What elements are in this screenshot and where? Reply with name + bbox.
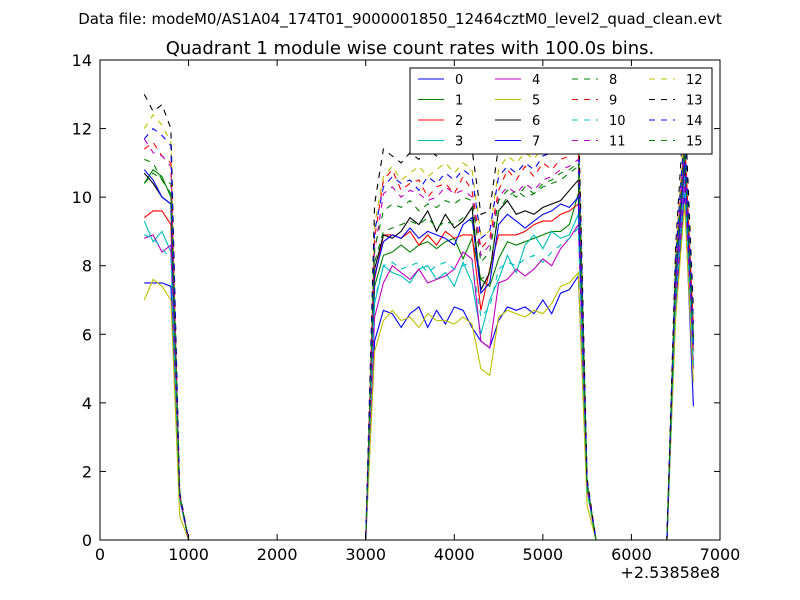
y-tick-label: 12 xyxy=(72,120,92,139)
legend-label-14: 14 xyxy=(686,114,703,129)
x-offset-label: +2.53858e8 xyxy=(620,563,720,582)
series-line-9 xyxy=(143,135,694,541)
y-tick-label: 14 xyxy=(72,51,92,70)
legend-label-13: 13 xyxy=(686,94,703,109)
y-tick-label: 10 xyxy=(72,188,92,207)
suptitle: Data file: modeM0/AS1A04_174T01_90000018… xyxy=(78,10,722,29)
x-tick-label: 3000 xyxy=(345,545,386,564)
x-tick-label: 6000 xyxy=(611,545,652,564)
legend-label-4: 4 xyxy=(532,73,540,88)
legend-label-1: 1 xyxy=(455,94,463,109)
series-line-10 xyxy=(144,183,694,541)
legend-label-2: 2 xyxy=(455,114,463,129)
series-line-15 xyxy=(143,145,694,541)
x-tick-label: 2000 xyxy=(257,545,298,564)
legend-label-7: 7 xyxy=(532,135,540,150)
x-tick-label: 5000 xyxy=(522,545,563,564)
chart-title: Quadrant 1 module wise count rates with … xyxy=(166,38,655,59)
legend-label-3: 3 xyxy=(455,135,463,150)
y-tick-label: 2 xyxy=(82,462,92,481)
legend-label-6: 6 xyxy=(532,114,540,129)
legend-label-15: 15 xyxy=(686,135,703,150)
series-line-0 xyxy=(144,190,694,541)
y-tick-label: 4 xyxy=(82,394,92,413)
legend-label-10: 10 xyxy=(609,114,626,129)
series-layer xyxy=(143,94,694,541)
series-line-5 xyxy=(143,203,694,541)
axes-frame xyxy=(99,59,721,541)
series-line-2 xyxy=(143,162,694,541)
x-tick-label: 0 xyxy=(95,545,105,564)
series-line-11 xyxy=(143,138,694,541)
series-line-3 xyxy=(143,176,694,541)
legend-label-12: 12 xyxy=(686,73,703,88)
y-tick-label: 6 xyxy=(82,325,92,344)
y-tick-label: 8 xyxy=(82,257,92,276)
series-line-8 xyxy=(144,149,694,541)
legend-label-0: 0 xyxy=(455,73,463,88)
legend-label-11: 11 xyxy=(609,135,626,150)
y-tick-label: 0 xyxy=(82,531,92,550)
legend-label-9: 9 xyxy=(609,94,617,109)
legend-label-5: 5 xyxy=(532,94,540,109)
legend-box xyxy=(409,67,713,155)
series-line-13 xyxy=(143,94,694,541)
series-line-7 xyxy=(143,159,694,541)
x-tick-label: 4000 xyxy=(434,545,475,564)
series-line-1 xyxy=(143,166,694,541)
legend-label-8: 8 xyxy=(609,73,617,88)
x-tick-label: 1000 xyxy=(168,545,209,564)
x-tick-label: 7000 xyxy=(700,545,741,564)
series-line-4 xyxy=(144,179,694,541)
series-line-6 xyxy=(143,155,694,541)
series-line-14 xyxy=(143,127,694,541)
